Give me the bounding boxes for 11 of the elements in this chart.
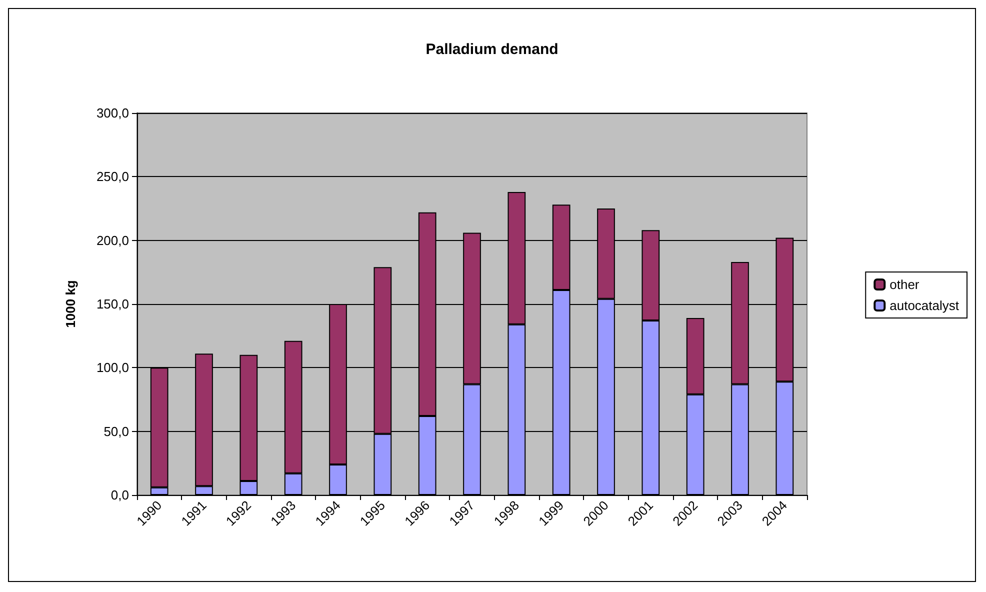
y-tick-label: 0,0	[110, 488, 129, 502]
y-tick-label: 100,0	[96, 360, 129, 376]
legend-label: other	[890, 277, 920, 292]
y-axis-title: 1000 kg	[63, 280, 78, 328]
legend-label: autocatalyst	[890, 298, 960, 313]
y-tick-label: 250,0	[96, 169, 129, 184]
y-tick-label: 150,0	[96, 296, 129, 312]
y-tick-label: 200,0	[96, 232, 129, 248]
y-tick-label: 300,0	[96, 106, 129, 120]
y-tick-label: 50,0	[104, 424, 129, 439]
chart-title: Palladium demand	[426, 41, 558, 58]
